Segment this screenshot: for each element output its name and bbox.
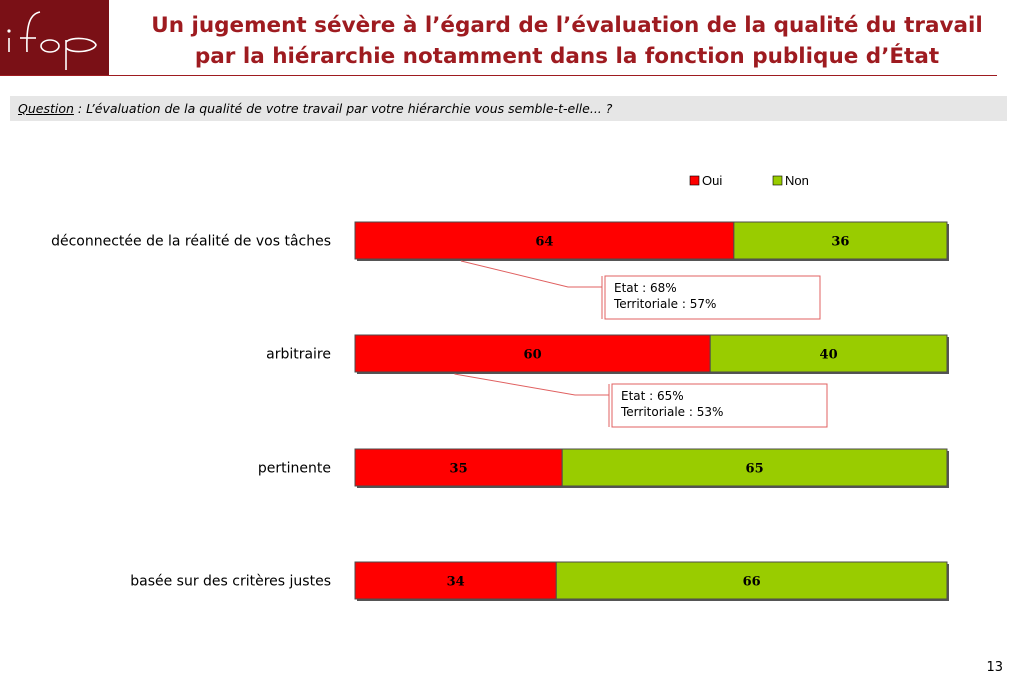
data-label-oui: 64 <box>535 235 553 250</box>
data-label-non: 36 <box>831 235 849 250</box>
category-label: déconnectée de la réalité de vos tâches <box>51 234 331 250</box>
bar-segment-oui <box>354 334 711 373</box>
callout-line-1: Etat : 68% <box>614 281 677 295</box>
bar-segment-oui <box>354 561 557 600</box>
data-label-non: 66 <box>743 575 761 590</box>
callout-line-2: Territoriale : 57% <box>613 297 716 311</box>
callout-leader-line <box>454 373 609 396</box>
legend-swatch-non <box>772 175 783 186</box>
category-label: pertinente <box>258 461 331 477</box>
data-label-non: 65 <box>746 462 764 477</box>
data-label-oui: 35 <box>450 462 468 477</box>
stacked-bar-chart: Oui Non déconnectée de la réalité de vos t… <box>51 173 949 601</box>
page-title: Un jugement sévère à l’égard de l’évalua… <box>112 10 1022 72</box>
callout-box <box>604 275 821 320</box>
category-label: arbitraire <box>266 347 331 363</box>
bar-segment-oui <box>354 221 735 260</box>
callout-leader-line <box>460 260 602 288</box>
title-line-2: par la hiérarchie notamment dans la fonc… <box>194 44 940 69</box>
data-label-oui: 60 <box>524 348 542 363</box>
data-label-oui: 34 <box>447 575 465 590</box>
legend-label-non: Non <box>785 173 809 188</box>
data-label-non: 40 <box>820 348 838 363</box>
bar-segment-non <box>555 561 948 600</box>
legend-swatch-oui <box>689 175 700 186</box>
bar-segment-oui <box>354 448 563 487</box>
legend-label-oui: Oui <box>702 173 722 188</box>
title-divider <box>0 75 997 76</box>
question-text: Question : L’évaluation de la qualité de… <box>18 101 612 116</box>
ifop-logo <box>0 0 109 76</box>
callout-line-2: Territoriale : 53% <box>620 405 723 419</box>
question-bar: Question : L’évaluation de la qualité de… <box>10 96 1007 121</box>
title-line-1: Un jugement sévère à l’égard de l’évalua… <box>151 13 983 38</box>
bar-segment-non <box>561 448 948 487</box>
callout-line-1: Etat : 65% <box>621 389 684 403</box>
category-label: basée sur des critères justes <box>130 574 331 590</box>
callout-box <box>611 383 828 428</box>
question-body: : L’évaluation de la qualité de votre tr… <box>73 101 613 116</box>
ifop-logo-mark <box>7 11 97 70</box>
bar-segment-non <box>733 221 948 260</box>
page-number: 13 <box>986 660 1003 675</box>
question-label: Question <box>18 101 74 116</box>
bar-segment-non <box>709 334 948 373</box>
